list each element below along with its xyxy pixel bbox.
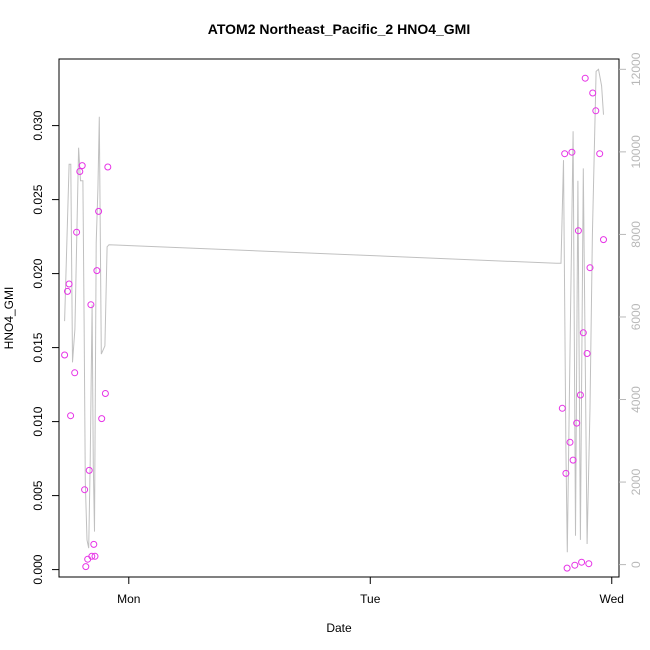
- data-point: [579, 329, 587, 337]
- data-point: [568, 148, 576, 156]
- data-point: [104, 163, 112, 171]
- x-axis-title: Date: [326, 621, 352, 635]
- data-point: [71, 369, 79, 377]
- series-line: [64, 68, 604, 553]
- data-point: [95, 207, 103, 215]
- y2-tick-label: 12000: [629, 52, 643, 86]
- y2-tick-label: 6000: [629, 303, 643, 330]
- data-point: [566, 438, 574, 446]
- data-point: [569, 456, 577, 464]
- data-point: [91, 552, 99, 560]
- y-tick-label: 0.005: [31, 480, 45, 510]
- y2-tick-label: 10000: [629, 135, 643, 169]
- data-point: [98, 415, 106, 423]
- y-tick-label: 0.010: [31, 406, 45, 436]
- plot-frame: [58, 58, 620, 578]
- data-point: [583, 350, 591, 357]
- x-tick-label: Wed: [600, 592, 624, 606]
- data-point: [85, 466, 93, 474]
- data-point: [73, 228, 81, 236]
- y-tick-label: 0.025: [31, 184, 45, 214]
- data-point: [61, 351, 69, 359]
- data-point: [589, 89, 597, 97]
- data-point: [81, 486, 89, 494]
- data-point: [562, 469, 570, 477]
- y-tick-label: 0.030: [31, 110, 45, 140]
- data-point: [576, 391, 584, 399]
- y-tick-label: 0.020: [31, 258, 45, 288]
- data-point: [67, 412, 75, 420]
- y2-tick-label: 8000: [629, 221, 643, 248]
- chart-title: ATOM2 Northeast_Pacific_2 HNO4_GMI: [208, 21, 470, 37]
- data-point: [88, 552, 96, 560]
- data-point: [64, 287, 71, 295]
- data-point: [578, 558, 586, 566]
- data-point: [90, 540, 98, 548]
- data-point: [581, 74, 589, 82]
- x-axis: Mon Tue Wed: [117, 577, 624, 606]
- line-series: [64, 68, 604, 553]
- y-axis: 0.000 0.005 0.010 0.015 0.020 0.025 0.030: [31, 110, 59, 585]
- data-point: [82, 563, 90, 571]
- y-axis-title: HNO4_GMI: [2, 287, 16, 350]
- data-point: [84, 555, 92, 563]
- data-point: [586, 264, 594, 272]
- point-series: [61, 74, 607, 572]
- data-point: [563, 564, 571, 572]
- y-tick-label: 0.000: [31, 554, 45, 584]
- data-point: [558, 404, 566, 412]
- data-point: [592, 107, 600, 115]
- data-point: [596, 150, 604, 158]
- data-point: [574, 227, 582, 235]
- y2-tick-label: 2000: [629, 468, 643, 495]
- data-point: [65, 280, 73, 288]
- data-point: [76, 168, 84, 175]
- y-axis-right: 0 2000 4000 6000 8000 10000 12000: [619, 52, 643, 568]
- data-point: [101, 390, 109, 397]
- x-tick-label: Mon: [117, 592, 140, 606]
- y2-tick-label: 0: [629, 561, 643, 568]
- data-point: [561, 150, 569, 158]
- data-point: [87, 301, 95, 309]
- data-point: [78, 162, 86, 170]
- data-point: [600, 236, 607, 244]
- x-tick-label: Tue: [360, 592, 381, 606]
- data-point: [571, 561, 579, 569]
- y2-tick-label: 4000: [629, 386, 643, 413]
- data-point: [573, 419, 581, 427]
- data-point: [585, 560, 593, 568]
- y-tick-label: 0.015: [31, 332, 45, 362]
- data-point: [93, 267, 101, 275]
